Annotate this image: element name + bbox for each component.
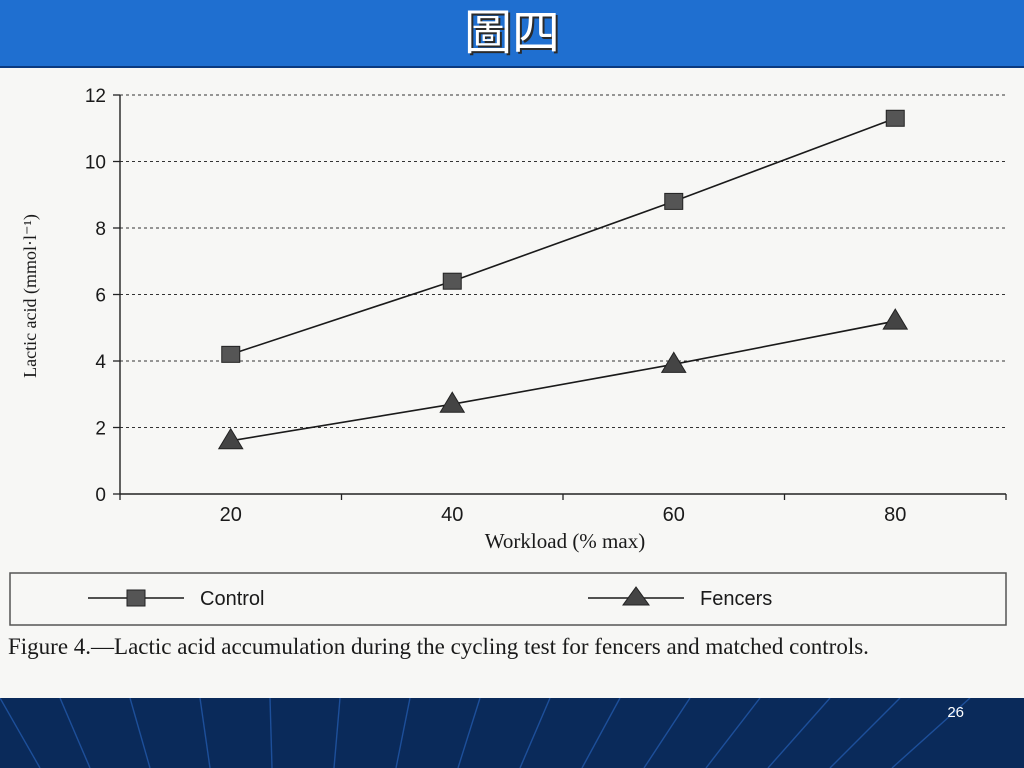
data-point-control <box>885 109 905 127</box>
x-axis-label: Workload (% max) <box>485 529 645 553</box>
figure-panel: 0 2 4 6 8 10 12 20 40 60 80 Workload (% max) Lacti… <box>0 68 1024 698</box>
y-tick-label: 8 <box>95 219 106 240</box>
y-tick-label: 0 <box>95 485 106 506</box>
legend-label-fencers: Fencers <box>700 588 772 610</box>
legend-marker-control <box>126 589 146 607</box>
y-tick-label: 10 <box>85 153 106 174</box>
y-tick-label: 4 <box>95 352 106 373</box>
series-line-control <box>230 117 896 356</box>
x-tick-label: 60 <box>663 504 685 526</box>
y-tick-label: 2 <box>95 419 106 440</box>
y-tick-label: 12 <box>85 86 106 107</box>
slide-title: 圖四 <box>463 5 560 61</box>
figure-caption: Figure 4.—Lactic acid accumulation durin… <box>8 634 869 659</box>
legend-marker-fencers <box>622 586 650 606</box>
data-point-fencers <box>660 351 687 373</box>
x-tick-label: 40 <box>441 504 463 526</box>
x-tick-label: 20 <box>220 504 242 526</box>
slide-title-bar: 圖四 <box>0 0 1024 68</box>
y-axis-label: Lactic acid (mmol·l⁻¹) <box>20 214 41 378</box>
line-chart: 0 2 4 6 8 10 12 20 40 60 80 Workload (% max) Lacti… <box>9 86 1007 626</box>
legend: Control Fencers <box>9 572 1007 626</box>
slide-footer <box>0 698 1024 768</box>
legend-box <box>9 572 1007 626</box>
legend-label-control: Control <box>200 588 264 610</box>
axes: 0 2 4 6 8 10 12 20 40 60 80 <box>85 86 1007 526</box>
data-point-fencers <box>217 427 244 450</box>
footer-decoration <box>0 698 971 768</box>
series-group <box>217 109 909 450</box>
y-tick-label: 6 <box>95 286 106 307</box>
data-point-fencers <box>882 308 909 330</box>
series-line-fencers <box>230 320 896 442</box>
data-point-control <box>221 345 241 363</box>
data-point-control <box>664 192 684 210</box>
page-number: 26 <box>947 704 964 721</box>
data-point-fencers <box>439 391 466 413</box>
data-point-control <box>442 272 462 290</box>
grid-lines <box>120 94 1006 428</box>
x-tick-label: 80 <box>884 504 906 526</box>
